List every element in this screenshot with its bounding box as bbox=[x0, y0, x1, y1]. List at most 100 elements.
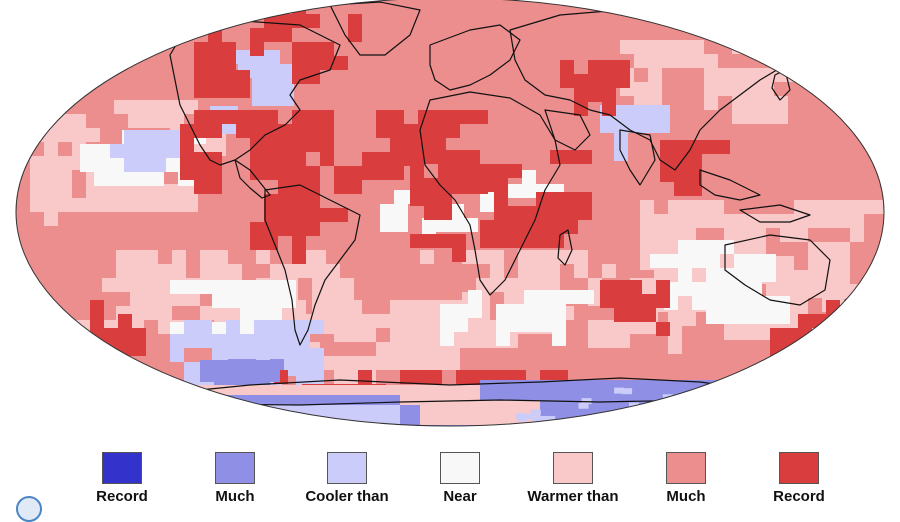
anomaly-cell bbox=[400, 370, 442, 384]
anomaly-cell bbox=[420, 250, 434, 264]
anomaly-cell bbox=[798, 314, 826, 328]
legend-label: Much bbox=[215, 488, 255, 505]
anomaly-cell bbox=[144, 278, 158, 292]
legend-swatch bbox=[779, 452, 819, 484]
anomaly-cell bbox=[100, 184, 128, 212]
anomaly-cell bbox=[574, 88, 588, 116]
legend: Record Much Cooler than Near Warmer than Much… bbox=[0, 452, 900, 507]
anomaly-cell bbox=[230, 8, 244, 20]
anomaly-cell bbox=[156, 184, 198, 212]
anomaly-cell bbox=[538, 304, 552, 332]
anomaly-cell bbox=[490, 264, 504, 278]
anomaly-cell bbox=[390, 300, 404, 314]
anomaly-cell bbox=[752, 214, 794, 228]
anomaly-cell bbox=[198, 320, 212, 334]
landmass-outline bbox=[429, 24, 521, 91]
legend-item: Warmer than bbox=[508, 452, 638, 505]
anomaly-cell bbox=[780, 228, 794, 242]
anomaly-cell bbox=[774, 68, 816, 82]
landmass-outline bbox=[234, 159, 271, 199]
anomaly-cell bbox=[640, 200, 654, 214]
anomaly-cell bbox=[648, 68, 662, 96]
anomaly-cell bbox=[724, 326, 752, 340]
anomaly-cell bbox=[545, 416, 556, 423]
anomaly-cell bbox=[292, 152, 306, 166]
anomaly-cell bbox=[424, 206, 438, 220]
anomaly-cell bbox=[552, 290, 594, 304]
anomaly-cell bbox=[760, 96, 788, 124]
anomaly-cell bbox=[128, 114, 142, 128]
anomaly-cell bbox=[738, 228, 752, 242]
anomaly-cell bbox=[306, 222, 320, 236]
legend-swatch bbox=[102, 452, 142, 484]
anomaly-cell bbox=[648, 54, 662, 68]
legend-label: Near bbox=[443, 488, 477, 505]
anomaly-cell bbox=[602, 88, 616, 116]
anomaly-cell bbox=[438, 192, 452, 220]
anomaly-cell bbox=[306, 56, 348, 70]
anomaly-cell bbox=[648, 406, 659, 413]
anomaly-cell bbox=[278, 194, 306, 208]
anomaly-cell bbox=[710, 214, 752, 228]
landmass-outline bbox=[169, 19, 341, 166]
anomaly-cell bbox=[588, 60, 630, 88]
anomaly-cell bbox=[628, 294, 656, 322]
anomaly-cell bbox=[648, 40, 662, 54]
anomaly-cell bbox=[622, 388, 633, 395]
anomaly-cell bbox=[130, 292, 158, 306]
anomaly-cell bbox=[808, 270, 822, 284]
anomaly-cell bbox=[454, 304, 482, 318]
anomaly-cell bbox=[254, 308, 268, 322]
legend-swatch bbox=[666, 452, 706, 484]
anomaly-cell bbox=[410, 234, 452, 248]
anomaly-cell bbox=[760, 40, 802, 54]
temperature-anomaly-map bbox=[15, 0, 885, 427]
anomaly-cell bbox=[116, 250, 144, 264]
legend-swatch bbox=[440, 452, 480, 484]
anomaly-cell bbox=[634, 54, 648, 68]
anomaly-cell bbox=[376, 314, 404, 328]
anomaly-cell bbox=[468, 290, 482, 304]
anomaly-cell bbox=[688, 182, 702, 196]
anomaly-cell bbox=[172, 250, 186, 278]
anomaly-cell bbox=[278, 14, 292, 42]
anomaly-cell bbox=[44, 170, 72, 198]
landmass-outline bbox=[699, 169, 761, 201]
anomaly-cell bbox=[394, 218, 408, 232]
anomaly-cell bbox=[306, 138, 320, 152]
anomaly-cell bbox=[282, 320, 324, 334]
anomaly-cell bbox=[578, 402, 589, 409]
landmass-outline bbox=[329, 1, 421, 56]
anomaly-cell bbox=[312, 264, 340, 278]
anomaly-cell bbox=[525, 413, 536, 420]
legend-label: Record bbox=[96, 488, 148, 505]
landmass-outline bbox=[724, 234, 831, 306]
anomaly-cell bbox=[44, 198, 58, 226]
anomaly-cell bbox=[550, 192, 592, 220]
anomaly-cell bbox=[200, 360, 280, 382]
anomaly-cell bbox=[194, 166, 222, 194]
legend-swatch bbox=[553, 452, 593, 484]
anomaly-cell bbox=[588, 320, 602, 348]
anomaly-cell bbox=[628, 119, 670, 133]
anomaly-cell bbox=[72, 198, 100, 212]
anomaly-cell bbox=[118, 314, 132, 342]
anomaly-cell bbox=[170, 100, 198, 114]
landmass-outline bbox=[544, 109, 591, 151]
anomaly-cell bbox=[268, 280, 296, 294]
anomaly-cell bbox=[194, 42, 236, 70]
anomaly-cell bbox=[628, 105, 670, 119]
anomaly-cell bbox=[440, 318, 454, 346]
anomaly-cell bbox=[144, 250, 158, 264]
legend-label: Warmer than bbox=[527, 488, 619, 505]
anomaly-cell bbox=[552, 304, 566, 318]
anomaly-cell bbox=[138, 158, 152, 172]
anomaly-cell bbox=[256, 250, 270, 264]
anomaly-cell bbox=[732, 68, 774, 96]
anomaly-cell bbox=[668, 200, 710, 228]
anomaly-cell bbox=[306, 208, 348, 222]
anomaly-cell bbox=[643, 409, 654, 416]
anomaly-cell bbox=[128, 198, 142, 212]
anomaly-cell bbox=[826, 342, 868, 370]
anomaly-cell bbox=[58, 114, 86, 128]
